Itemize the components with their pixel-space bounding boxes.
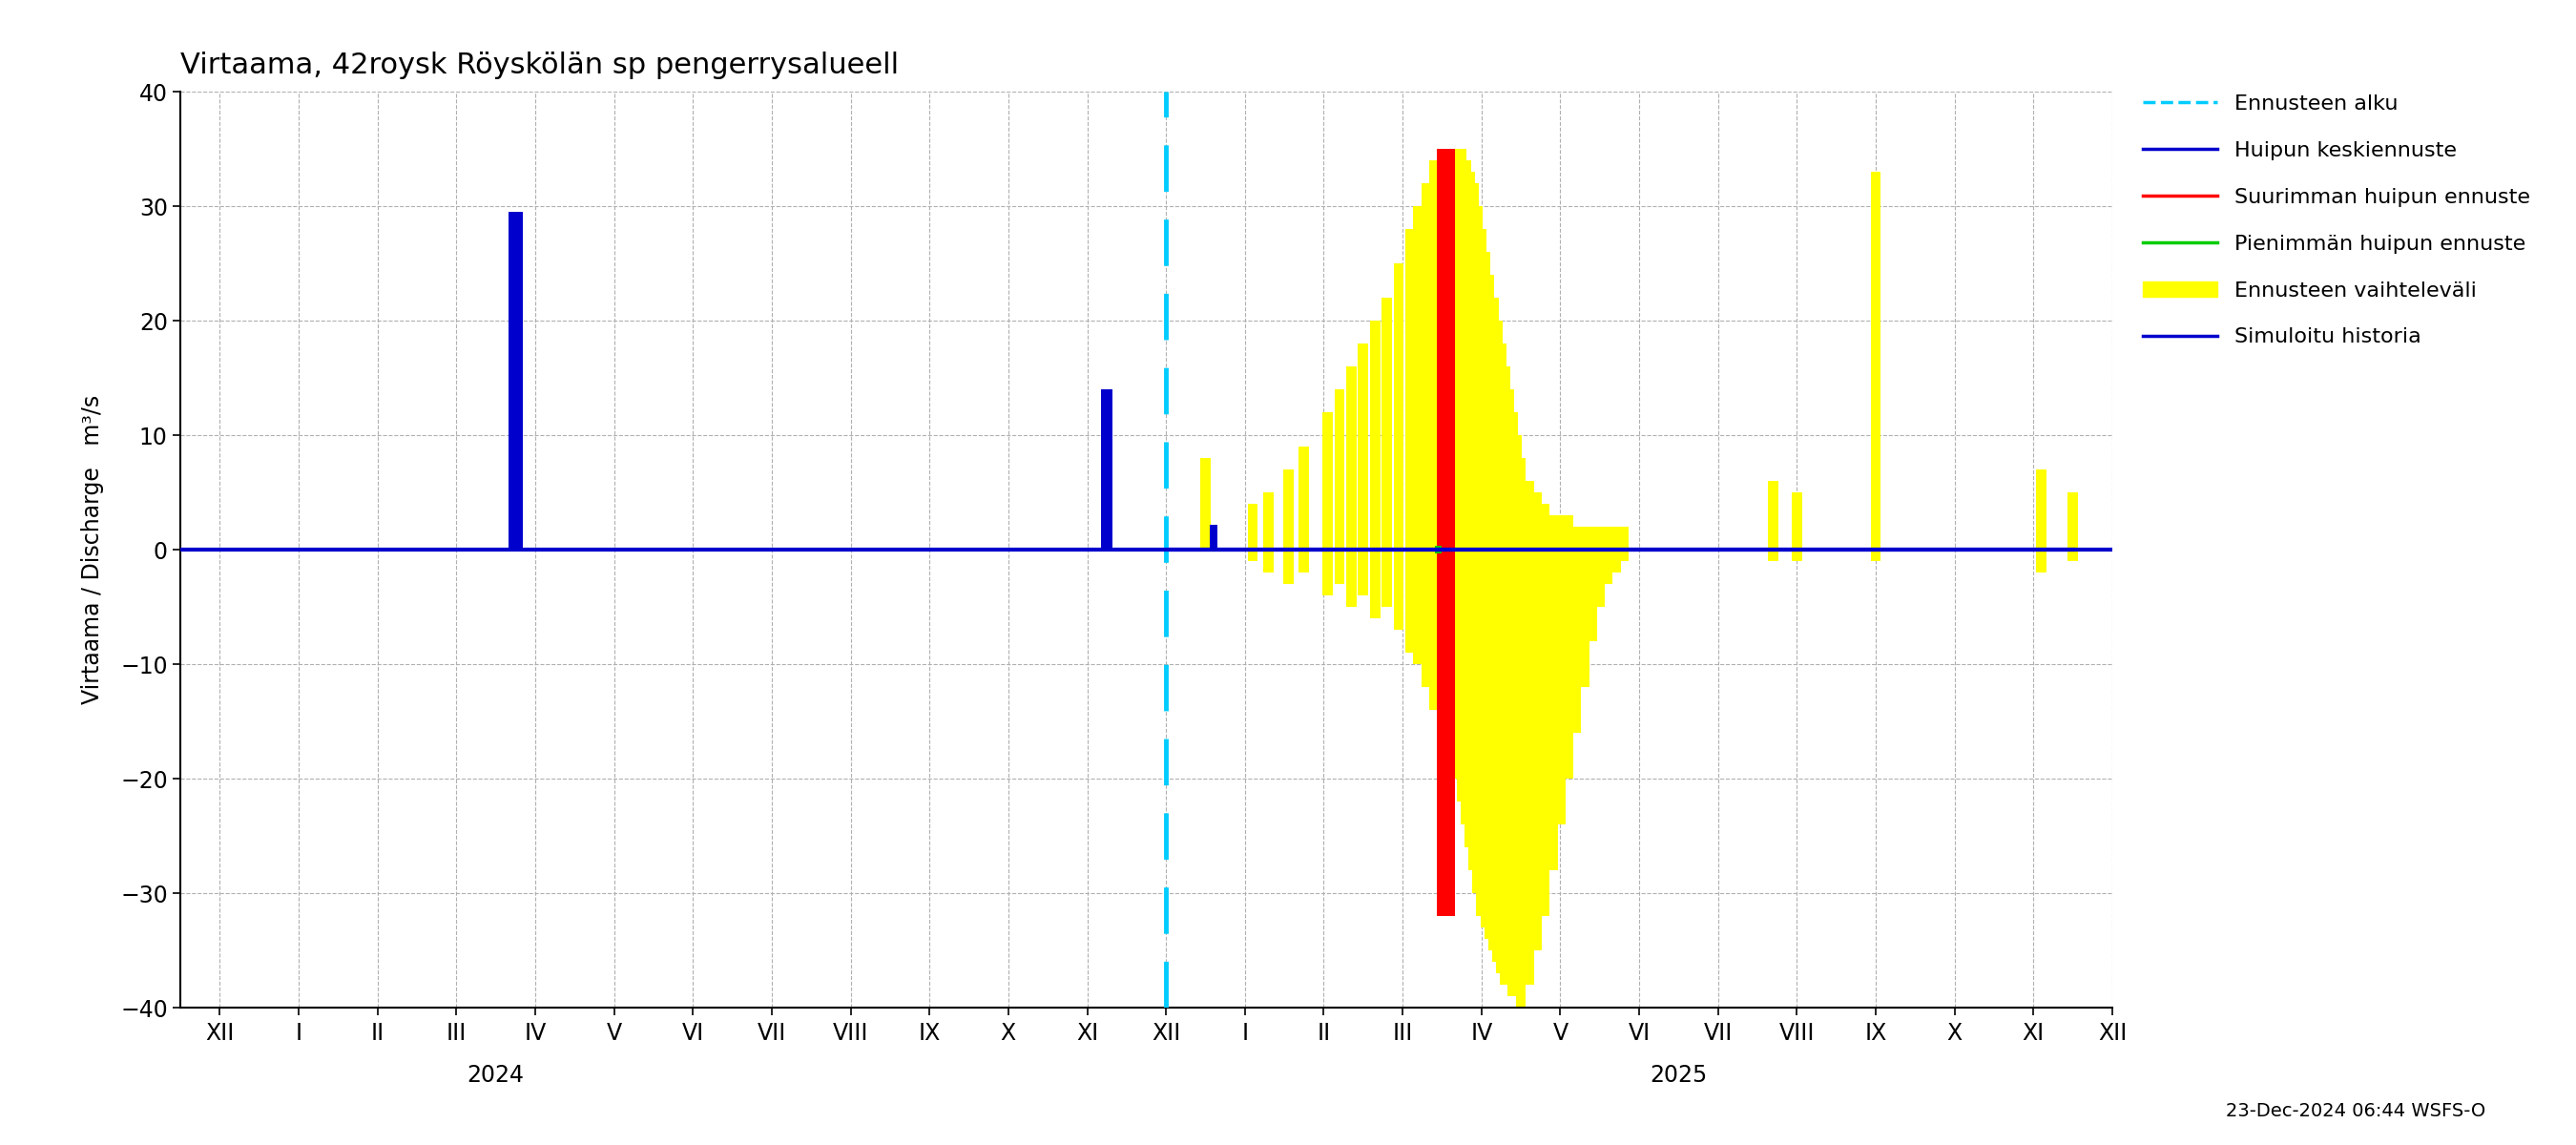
Bar <box>1394 263 1404 630</box>
Bar <box>1247 504 1257 561</box>
Bar <box>1321 412 1332 595</box>
Bar <box>1499 366 1510 985</box>
Bar <box>1540 504 1551 916</box>
Bar <box>1334 389 1345 584</box>
Bar <box>1556 515 1566 824</box>
Bar <box>1347 366 1358 607</box>
Bar <box>1358 344 1368 595</box>
Bar <box>1283 469 1293 584</box>
Bar <box>1497 344 1507 973</box>
Text: Virtaama, 42roysk Röyskölän sp pengerrysalueell: Virtaama, 42roysk Röyskölän sp pengerrys… <box>180 52 899 79</box>
Bar <box>1507 412 1517 996</box>
Bar <box>1481 252 1492 927</box>
Text: 23-Dec-2024 06:44 WSFS-O: 23-Dec-2024 06:44 WSFS-O <box>2226 1101 2486 1120</box>
Bar <box>1489 298 1499 950</box>
Bar <box>1870 172 1880 561</box>
Bar <box>1461 160 1471 824</box>
Bar <box>1793 492 1803 561</box>
Bar <box>1414 206 1425 664</box>
Bar <box>1473 206 1484 893</box>
Bar <box>1430 160 1440 710</box>
Bar <box>1370 321 1381 618</box>
Bar <box>2035 469 2045 572</box>
Bar <box>1484 275 1494 939</box>
Bar <box>1435 546 1440 553</box>
Bar <box>1422 183 1432 687</box>
Bar <box>1564 515 1574 779</box>
Bar <box>1512 435 1522 996</box>
Bar <box>1476 229 1486 916</box>
Bar <box>1406 229 1417 653</box>
Bar <box>1262 492 1273 572</box>
Bar <box>1587 527 1597 641</box>
Bar <box>1571 527 1582 733</box>
Text: 2024: 2024 <box>466 1064 526 1087</box>
Bar <box>1610 527 1620 572</box>
Bar <box>2069 492 2079 561</box>
Bar <box>1522 481 1533 985</box>
Bar <box>1455 149 1466 801</box>
Bar <box>507 212 523 550</box>
Bar <box>1437 149 1455 916</box>
Bar <box>1448 149 1458 767</box>
Text: 2025: 2025 <box>1649 1064 1708 1087</box>
Bar <box>1533 492 1543 950</box>
Bar <box>1515 458 1525 1008</box>
Bar <box>1453 149 1463 779</box>
Bar <box>1437 149 1448 733</box>
Bar <box>1767 481 1777 561</box>
Bar <box>1466 172 1473 847</box>
Bar <box>1492 321 1502 962</box>
Bar <box>1595 527 1605 607</box>
Y-axis label: Virtaama / Discharge   m³/s: Virtaama / Discharge m³/s <box>82 395 106 704</box>
Bar <box>1100 389 1113 550</box>
Bar <box>1468 183 1479 870</box>
Bar <box>1208 524 1218 550</box>
Legend: Ennusteen alku, Huipun keskiennuste, Suurimman huipun ennuste, Pienimmän huipun : Ennusteen alku, Huipun keskiennuste, Suu… <box>2133 84 2540 357</box>
Bar <box>1381 298 1391 607</box>
Bar <box>1298 447 1309 572</box>
Bar <box>1602 527 1613 584</box>
Bar <box>1445 149 1455 756</box>
Bar <box>1504 389 1515 985</box>
Bar <box>1579 527 1589 687</box>
Bar <box>1618 527 1628 561</box>
Bar <box>1548 515 1558 870</box>
Bar <box>1200 458 1211 550</box>
